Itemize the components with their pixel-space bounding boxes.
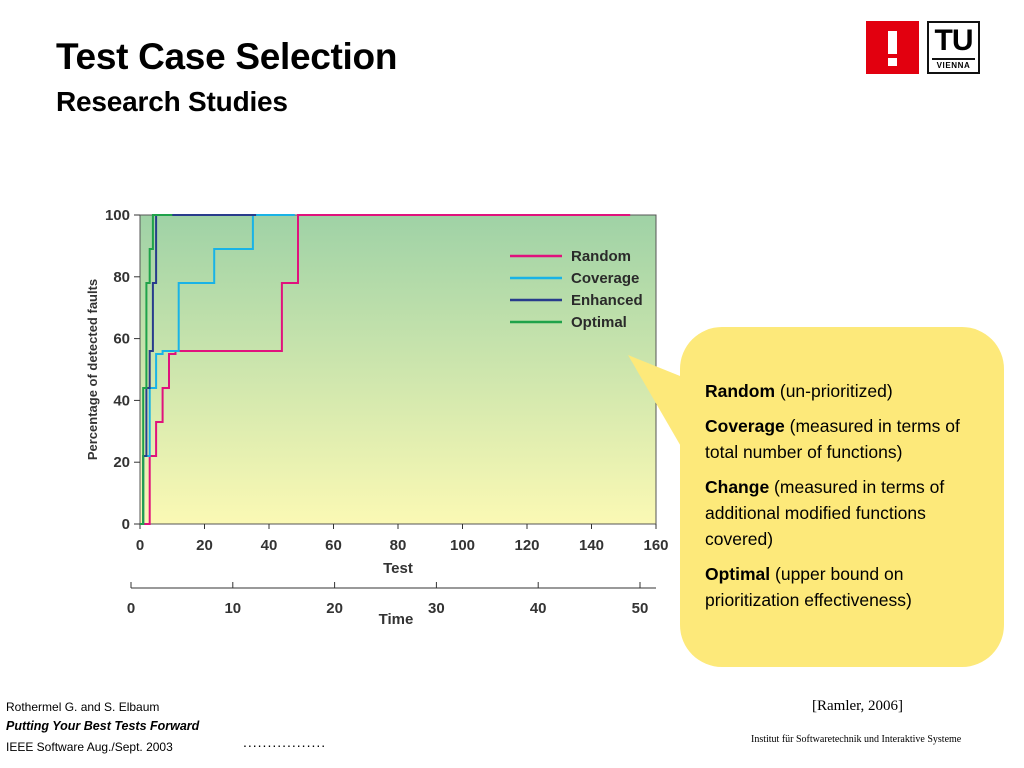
exclamation-logo-icon xyxy=(866,21,919,74)
y-tick-label: 20 xyxy=(113,454,130,471)
desc-random: (un-prioritized) xyxy=(775,381,893,401)
bubble-item-random: Random (un-prioritized) xyxy=(705,378,995,404)
bubble-item-change: Change (measured in terms of additional … xyxy=(705,474,995,552)
time-tick-label: 40 xyxy=(530,600,547,617)
speech-bubble-tail xyxy=(628,355,690,462)
x-axis-label: Test xyxy=(383,560,413,577)
time-tick-label: 50 xyxy=(632,600,649,617)
footer-dots: ................. xyxy=(243,734,327,750)
time-tick-label: 30 xyxy=(428,600,445,617)
tu-logo-subtext: VIENNA xyxy=(936,61,971,70)
legend-label-enhanced: Enhanced xyxy=(571,292,643,309)
bubble-item-coverage: Coverage (measured in terms of total num… xyxy=(705,413,995,465)
y-tick-label: 80 xyxy=(113,269,130,286)
tu-logo-text: TU xyxy=(934,24,974,57)
tu-vienna-logo: TU VIENNA xyxy=(927,21,980,74)
citation-venue: IEEE Software Aug./Sept. 2003 xyxy=(6,740,173,754)
time-axis-label: Time xyxy=(379,611,414,628)
speech-bubble xyxy=(680,327,1004,667)
term-optimal: Optimal xyxy=(705,564,771,584)
series-line-optimal xyxy=(140,214,173,525)
slide-subtitle: Research Studies xyxy=(56,86,288,117)
tu-logo-divider xyxy=(932,58,975,60)
x-tick-label: 40 xyxy=(261,537,278,554)
desc-optimal: (upper bound on prioritization effective… xyxy=(705,564,912,610)
term-random: Random xyxy=(705,381,775,401)
time-tick-label: 0 xyxy=(127,600,135,617)
x-tick-label: 120 xyxy=(514,537,539,554)
series-line-random xyxy=(140,214,631,525)
slide-title: Test Case Selection xyxy=(56,36,398,77)
legend-label-optimal: Optimal xyxy=(571,314,627,331)
x-tick-label: 0 xyxy=(136,537,144,554)
institute-label: Institut für Softwaretechnik und Interak… xyxy=(751,734,962,745)
y-axis-label: Percentage of detected faults xyxy=(85,279,100,460)
term-change: Change xyxy=(705,477,770,497)
citation-authors: Rothermel G. and S. Elbaum xyxy=(6,700,160,714)
legend-label-coverage: Coverage xyxy=(571,270,639,287)
y-tick-label: 0 xyxy=(122,516,130,533)
plot-area xyxy=(139,214,657,525)
desc-change: (measured in terms of additional modifie… xyxy=(705,477,945,549)
x-tick-label: 20 xyxy=(196,537,213,554)
time-tick-label: 20 xyxy=(326,600,343,617)
term-coverage: Coverage xyxy=(705,416,785,436)
x-tick-label: 60 xyxy=(325,537,342,554)
y-tick-label: 40 xyxy=(113,392,130,409)
bubble-item-optimal: Optimal (upper bound on prioritization e… xyxy=(705,561,995,613)
desc-coverage: (measured in terms of total number of fu… xyxy=(705,416,960,462)
x-tick-label: 100 xyxy=(450,537,475,554)
citation-title: Putting Your Best Tests Forward xyxy=(6,719,200,733)
x-tick-label: 140 xyxy=(579,537,604,554)
y-tick-label: 100 xyxy=(105,207,130,224)
time-tick-label: 10 xyxy=(224,600,241,617)
reference-label: [Ramler, 2006] xyxy=(812,698,904,714)
x-tick-label: 80 xyxy=(390,537,407,554)
y-tick-label: 60 xyxy=(113,331,130,348)
legend-label-random: Random xyxy=(571,248,631,265)
x-tick-label: 160 xyxy=(643,537,668,554)
exclamation-mark-icon xyxy=(888,31,897,66)
bubble-text: Random (un-prioritized) Coverage (measur… xyxy=(705,378,995,622)
